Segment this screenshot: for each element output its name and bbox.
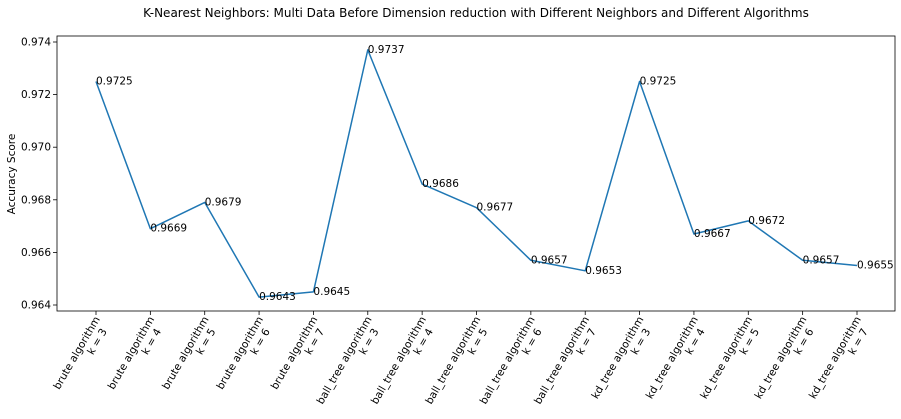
data-label: 0.9672: [748, 215, 785, 227]
data-label: 0.9679: [205, 196, 242, 208]
data-labels: 0.9725 0.9669 0.9679 0.9643 0.9645 0.9737 0.96…: [96, 44, 894, 303]
data-label: 0.9737: [368, 44, 405, 56]
x-tick-label-line: kd_tree algorithm: [753, 315, 810, 402]
x-tick-label-line: ball_tree algorithm: [315, 315, 375, 407]
data-label: 0.9645: [313, 286, 350, 298]
y-axis: 0.964 0.966 0.968 0.970 0.972 0.974: [21, 37, 57, 312]
chart-title: K-Nearest Neighbors: Multi Data Before D…: [143, 6, 809, 20]
x-tick-label: brute algorithmk = 5: [160, 315, 222, 398]
x-tick-label: brute algorithmk = 7: [269, 315, 331, 398]
y-tick-label: 0.970: [21, 142, 51, 154]
plot-frame: [56, 35, 896, 312]
data-label: 0.9667: [694, 228, 731, 240]
y-axis-label: Accuracy Score: [6, 134, 18, 215]
data-label: 0.9657: [531, 254, 568, 266]
x-tick-label-line: ball_tree algorithm: [423, 315, 483, 407]
x-tick-label: kd_tree algorithmk = 7: [807, 315, 874, 408]
data-label: 0.9653: [585, 265, 622, 277]
x-tick-label: ball_tree algorithmk = 7: [532, 315, 602, 413]
y-tick-label: 0.974: [21, 37, 51, 49]
x-tick-label-line: ball_tree algorithm: [369, 315, 429, 407]
y-tick-label: 0.966: [21, 247, 51, 259]
y-tick-label: 0.964: [21, 300, 51, 312]
x-tick-label-line: kd_tree algorithm: [589, 315, 646, 402]
data-label: 0.9686: [422, 178, 459, 190]
x-tick-label-line: kd_tree algorithm: [698, 315, 755, 402]
data-label: 0.9725: [640, 75, 677, 87]
y-tick-label: 0.968: [21, 194, 51, 206]
data-label: 0.9643: [259, 291, 296, 303]
x-tick-label-line: ball_tree algorithm: [532, 315, 592, 407]
y-tick-label: 0.972: [21, 89, 51, 101]
x-tick-label-line: kd_tree algorithm: [644, 315, 701, 402]
x-tick-label-line: kd_tree algorithm: [807, 315, 864, 402]
data-label: 0.9657: [803, 254, 840, 266]
data-label: 0.9655: [857, 260, 894, 272]
data-label: 0.9669: [150, 223, 187, 235]
x-tick-label: brute algorithmk = 3: [51, 315, 113, 398]
series-line: [95, 49, 858, 298]
x-tick-label-line: ball_tree algorithm: [478, 315, 538, 407]
data-label: 0.9677: [477, 202, 514, 214]
data-label: 0.9725: [96, 75, 133, 87]
x-tick-label: brute algorithmk = 4: [106, 315, 168, 398]
x-tick-label: brute algorithmk = 6: [214, 315, 276, 398]
